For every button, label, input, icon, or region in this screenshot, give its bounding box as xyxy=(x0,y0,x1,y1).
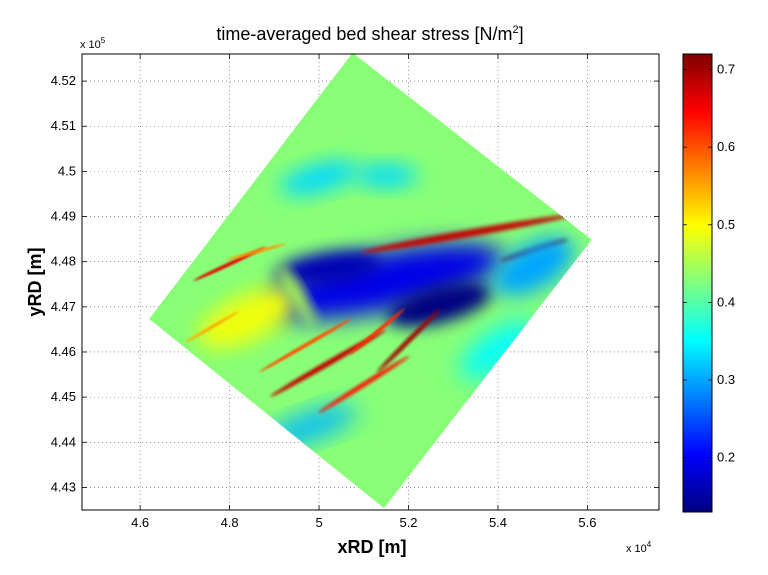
x-tick-label: 5.6 xyxy=(578,515,596,530)
x-multiplier-base: x 10 xyxy=(626,543,647,555)
field-feature xyxy=(493,236,575,296)
colorbar: 0.2 0.3 0.4 0.5 0.6 0.7 xyxy=(682,53,735,513)
x-tick-label: 5.2 xyxy=(399,515,417,530)
plot-area: 4.6 4.8 5 5.2 5.4 5.6 4.43 4.44 4.45 4.46 4.47 4.48… xyxy=(51,52,660,530)
colorbar-bar xyxy=(682,53,713,513)
y-tick-label: 4.46 xyxy=(51,344,76,359)
x-tick-label: 4.8 xyxy=(221,515,239,530)
field-feature xyxy=(269,329,387,397)
field-feature xyxy=(277,264,316,327)
field-feature xyxy=(267,242,505,320)
field-feature xyxy=(376,309,441,373)
y-tick-label: 4.51 xyxy=(51,118,76,133)
field-feature xyxy=(459,320,537,380)
x-tick-label: 5.4 xyxy=(489,515,507,530)
y-tick-label: 4.45 xyxy=(51,389,76,404)
y-tick-label: 4.48 xyxy=(51,254,76,269)
field-feature xyxy=(361,214,573,253)
x-axis-label: xRD [m] xyxy=(337,537,406,557)
y-multiplier-base: x 10 xyxy=(80,39,101,51)
colorbar-tick-label: 0.3 xyxy=(717,372,735,387)
y-tick-label: 4.52 xyxy=(51,73,76,88)
y-tick-label: 4.47 xyxy=(51,299,76,314)
y-multiplier-exp: 5 xyxy=(101,36,106,45)
field-feature xyxy=(197,287,298,349)
colorbar-tick-label: 0.6 xyxy=(717,139,735,154)
x-tick-label: 4.6 xyxy=(131,515,149,530)
field-feature xyxy=(354,164,418,188)
colorbar-tick-label: 0.2 xyxy=(717,450,735,465)
y-tick-label: 4.49 xyxy=(51,209,76,224)
field-feature xyxy=(280,161,359,195)
y-tick-label: 4.5 xyxy=(58,163,76,178)
y-tick-label: 4.44 xyxy=(51,434,76,449)
colorbar-tick-label: 0.5 xyxy=(717,217,735,232)
field-feature xyxy=(184,311,239,343)
shear-field xyxy=(149,52,592,509)
chart-title-end: ] xyxy=(519,24,524,44)
chart-title-sup: 2 xyxy=(512,24,518,36)
chart-title-main: time-averaged bed shear stress [N/m xyxy=(216,24,512,44)
y-axis-label: yRD [m] xyxy=(25,247,45,316)
y-multiplier: x 105 xyxy=(80,36,106,51)
field-feature xyxy=(274,251,382,286)
colorbar-tick-label: 0.4 xyxy=(717,294,735,309)
field-feature xyxy=(387,282,492,327)
colorbar-tick-label: 0.7 xyxy=(717,62,735,77)
axes-box xyxy=(81,53,660,511)
chart-title: time-averaged bed shear stress [N/m2] xyxy=(216,24,523,44)
x-multiplier: x 104 xyxy=(626,540,652,555)
x-multiplier-exp: 4 xyxy=(647,540,652,549)
field-feature xyxy=(318,355,410,414)
field-feature xyxy=(349,308,405,355)
y-tick-label: 4.43 xyxy=(51,479,76,494)
field-feature xyxy=(226,243,287,261)
field-feature xyxy=(259,318,353,373)
x-tick-label: 5 xyxy=(315,515,322,530)
